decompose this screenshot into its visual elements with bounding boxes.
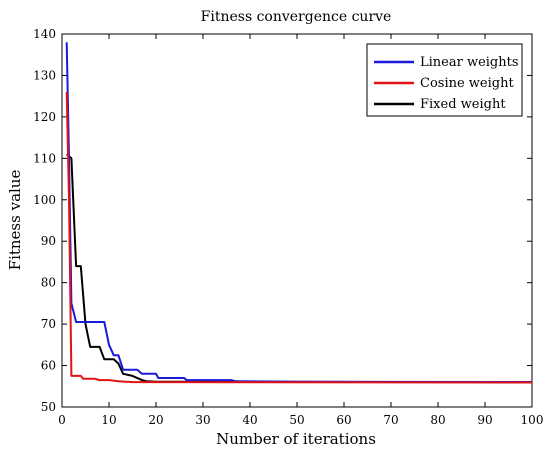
x-tick-label: 90 (477, 413, 492, 427)
y-tick-label: 120 (33, 110, 56, 124)
series-layer (65, 42, 533, 384)
y-tick-label: 90 (41, 234, 56, 248)
y-tick-label: 130 (33, 68, 56, 82)
chart-title: Fitness convergence curve (201, 9, 392, 25)
x-tick-label: 20 (148, 413, 163, 427)
legend-label-linear-weights: Linear weights (420, 55, 519, 70)
y-tick-label: 100 (33, 193, 56, 207)
y-axis: 50 60 70 80 90 100 110 120 130 140 (33, 27, 532, 414)
y-tick-label: 70 (41, 317, 56, 331)
x-tick-label: 50 (289, 413, 304, 427)
x-axis: 0 10 20 30 40 50 60 70 80 90 100 (58, 34, 543, 427)
x-tick-label: 70 (383, 413, 398, 427)
y-tick-label: 110 (33, 151, 56, 165)
x-tick-label: 30 (195, 413, 210, 427)
series-line-linear-weights (65, 42, 533, 384)
x-axis-title: Number of iterations (216, 430, 376, 448)
y-tick-label: 140 (33, 27, 56, 41)
legend-label-cosine-weight: Cosine weight (420, 76, 514, 91)
x-tick-label: 60 (336, 413, 351, 427)
series-line-cosine-weight (65, 91, 533, 384)
x-tick-label: 0 (58, 413, 66, 427)
y-tick-label: 80 (41, 276, 56, 290)
x-tick-label: 40 (242, 413, 257, 427)
x-tick-label: 100 (521, 413, 544, 427)
legend: Linear weights Cosine weight Fixed weight (366, 43, 523, 117)
y-axis-title: Fitness value (6, 170, 24, 271)
y-tick-label: 50 (41, 400, 56, 414)
legend-label-fixed-weight: Fixed weight (420, 97, 506, 112)
y-tick-label: 60 (41, 359, 56, 373)
series-line-fixed-weight (66, 153, 533, 384)
x-tick-label: 10 (101, 413, 116, 427)
x-tick-label: 80 (430, 413, 445, 427)
